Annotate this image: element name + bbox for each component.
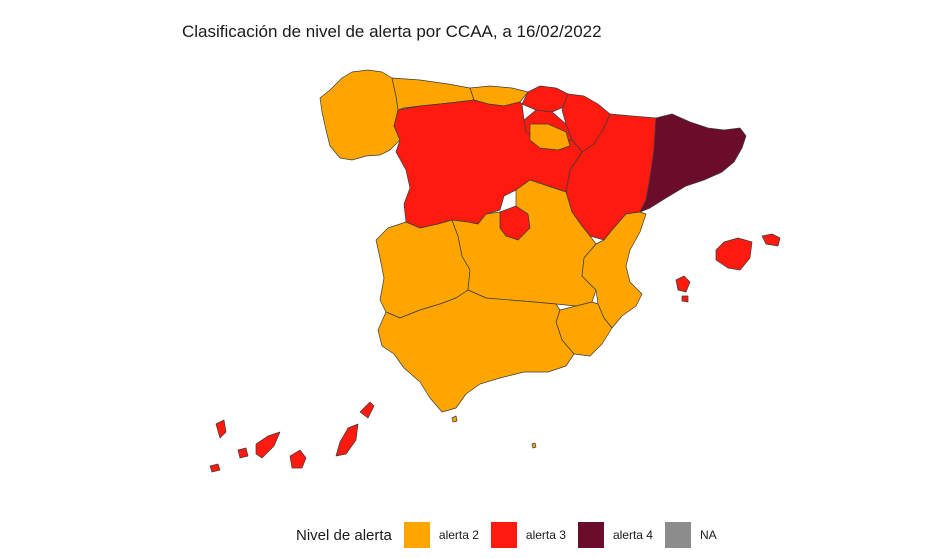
- region-galicia: [319, 69, 401, 161]
- region-baleares-menorca: [761, 233, 781, 247]
- legend-swatch-na: [664, 522, 691, 548]
- legend-label-alerta-2: alerta 2: [438, 528, 479, 542]
- legend-item-na: NA: [664, 522, 717, 548]
- region-canarias-fuerteventura: [335, 423, 359, 457]
- region-melilla: [531, 442, 537, 449]
- legend: Nivel de alerta alerta 2 alerta 3 alerta…: [296, 520, 729, 550]
- region-canarias-lanzarote: [359, 401, 375, 419]
- region-baleares-mallorca: [715, 237, 753, 271]
- region-ceuta: [451, 415, 458, 423]
- region-pais-vasco: [521, 85, 569, 113]
- region-cataluna: [639, 113, 747, 213]
- region-canarias-la-palma: [215, 419, 227, 439]
- legend-label-alerta-4: alerta 4: [612, 528, 653, 542]
- region-baleares-ibiza: [675, 275, 691, 293]
- legend-label-na: NA: [699, 528, 717, 542]
- legend-item-alerta-2: alerta 2: [403, 522, 479, 548]
- region-canarias-tenerife: [255, 431, 281, 459]
- map-title: Clasificación de nivel de alerta por CCA…: [182, 22, 602, 41]
- region-valencia: [581, 211, 647, 329]
- legend-swatch-alerta-3: [490, 522, 517, 548]
- legend-label-alerta-3: alerta 3: [525, 528, 566, 542]
- legend-title: Nivel de alerta: [296, 526, 392, 544]
- region-enclave: [529, 123, 571, 151]
- region-andalucia: [377, 289, 575, 413]
- region-canarias-gomera: [237, 447, 249, 459]
- region-canarias-gran-canaria: [289, 449, 307, 469]
- legend-swatch-alerta-2: [403, 522, 430, 548]
- legend-item-alerta-4: alerta 4: [577, 522, 653, 548]
- legend-item-alerta-3: alerta 3: [490, 522, 566, 548]
- legend-swatch-alerta-4: [577, 522, 604, 548]
- region-canarias-el-hierro: [209, 463, 221, 473]
- region-baleares-formentera: [681, 295, 689, 303]
